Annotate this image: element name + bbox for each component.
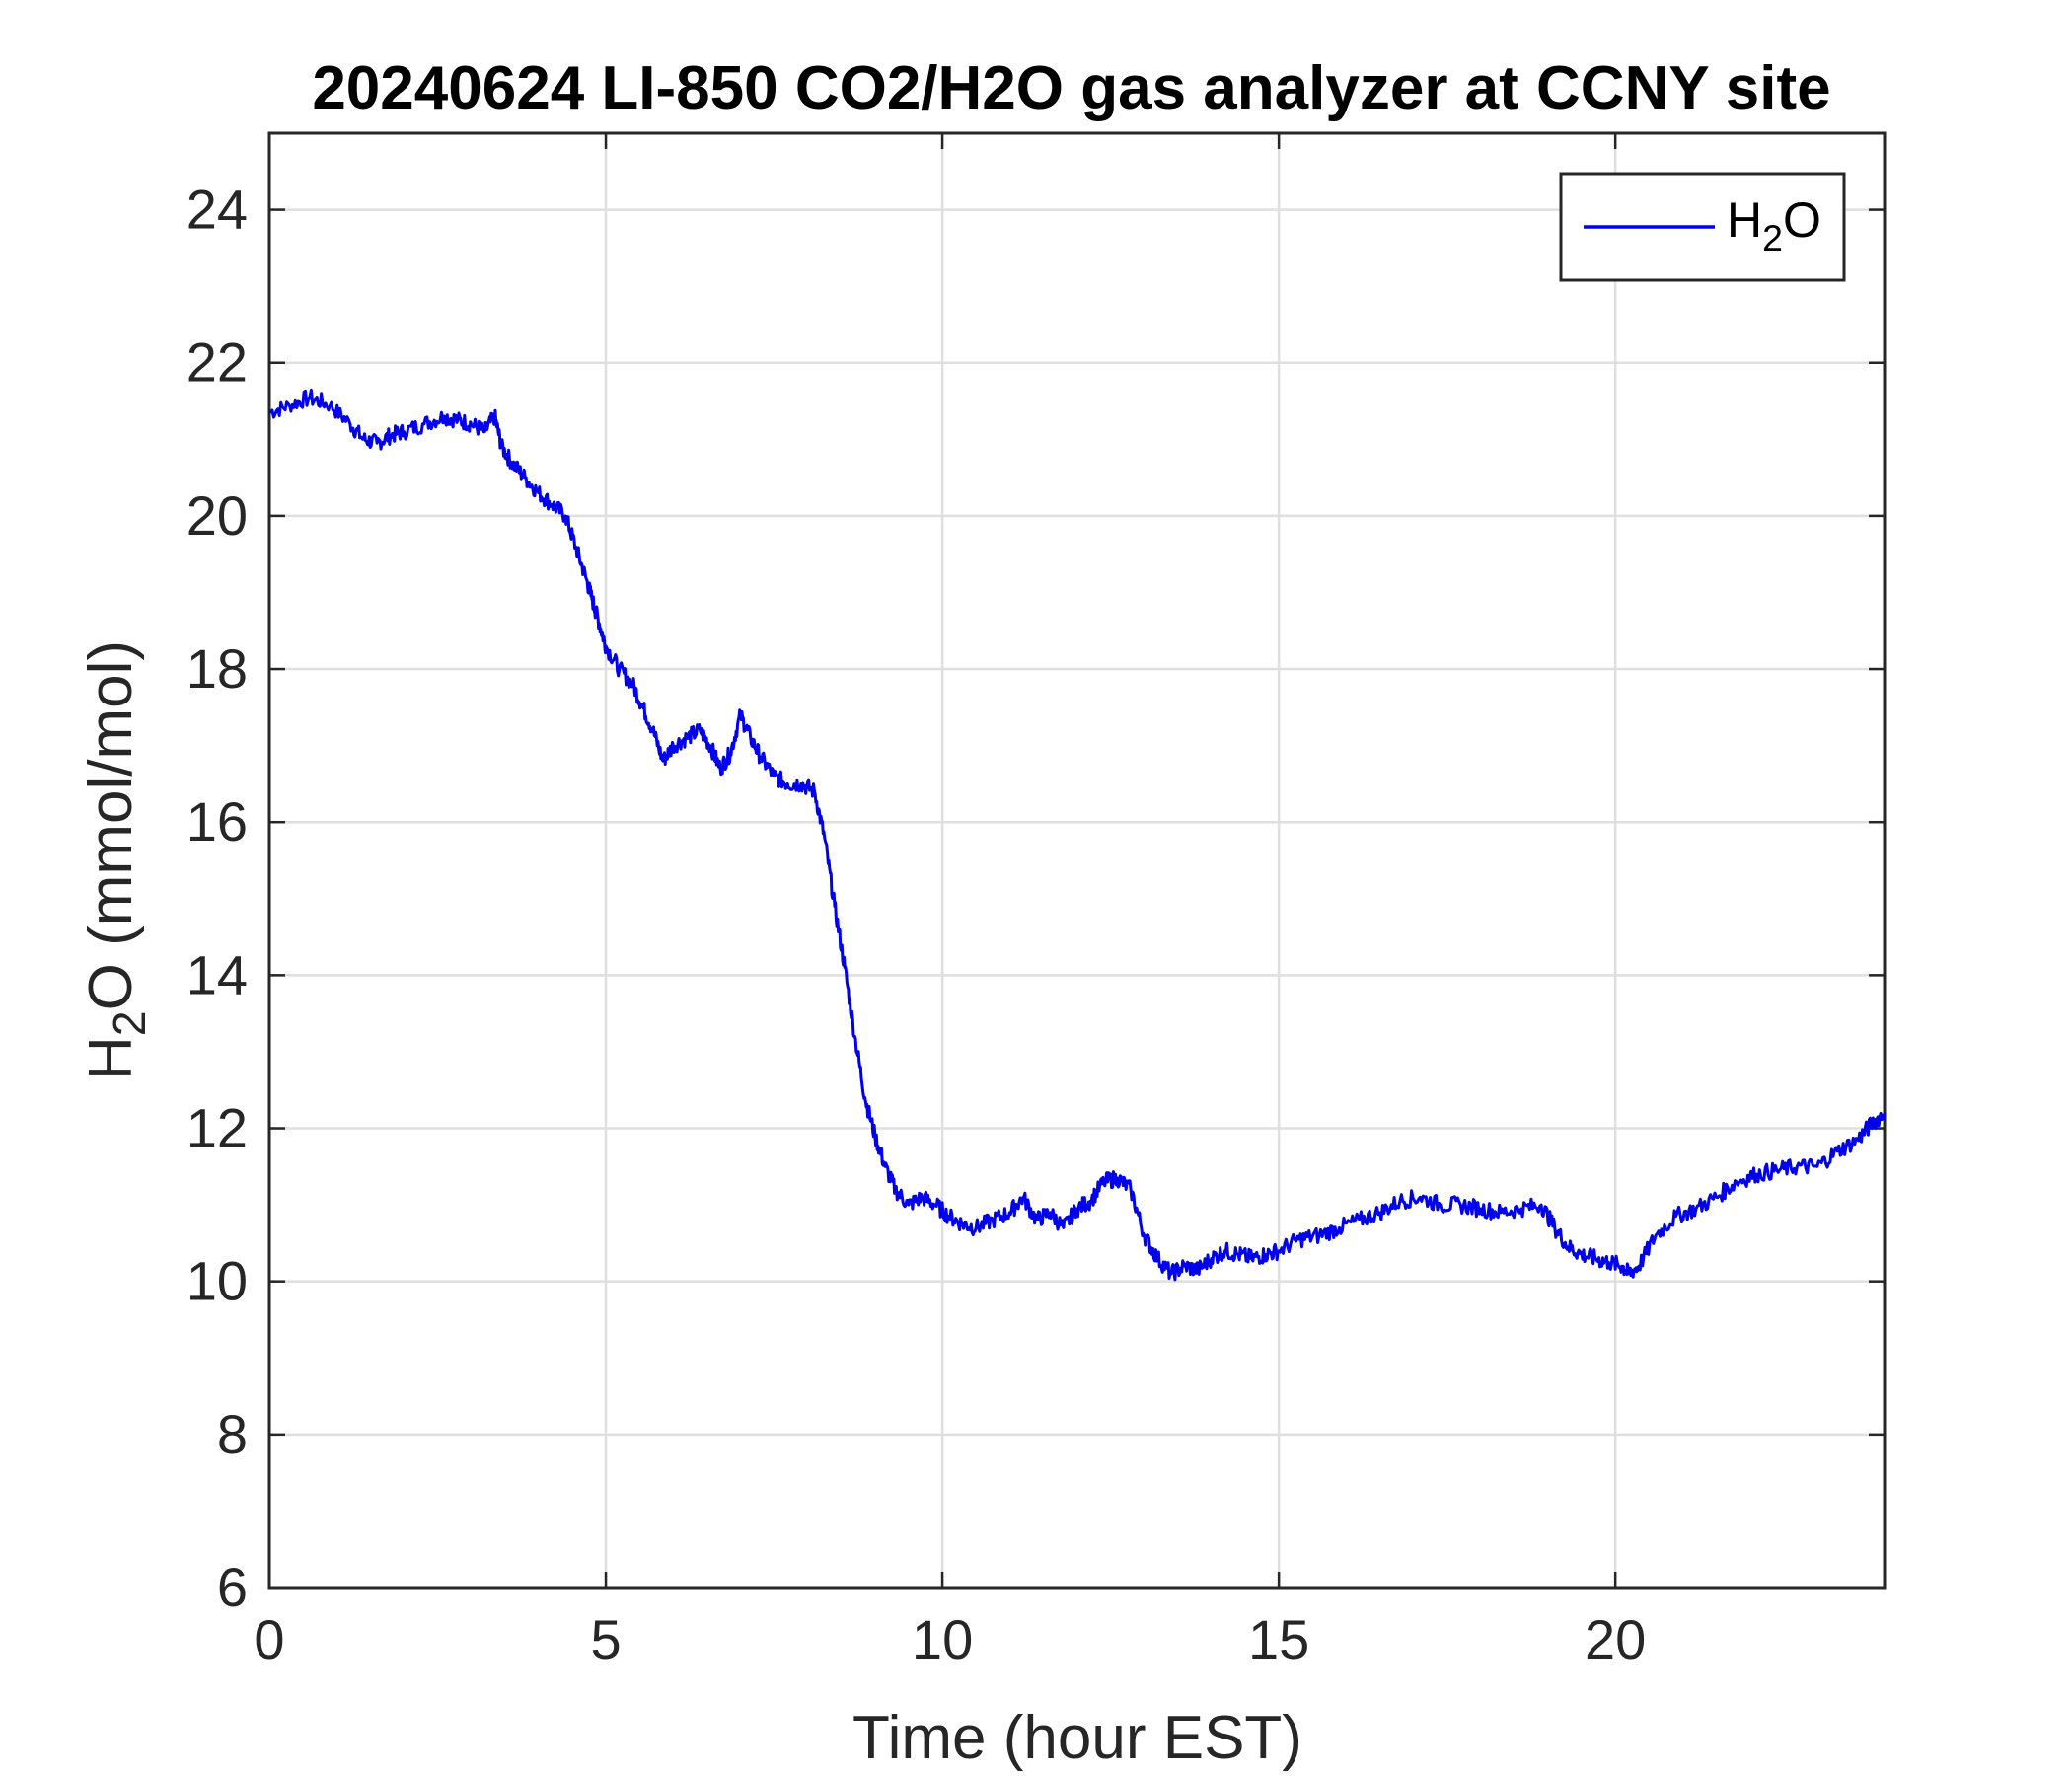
y-tick-label: 20 (186, 484, 248, 547)
grid (269, 133, 1885, 1588)
x-tick-label: 5 (590, 1608, 621, 1670)
ticks (267, 133, 1885, 1590)
x-tick-labels: 0 5 10 15 20 (254, 1608, 1646, 1670)
x-tick-label: 20 (1585, 1608, 1646, 1670)
x-tick-label: 0 (254, 1608, 284, 1670)
x-axis-label: Time (hour EST) (852, 1704, 1302, 1772)
y-tick-label: 16 (186, 790, 248, 852)
series-layer (268, 388, 1887, 1282)
y-tick-labels: 6 8 10 12 14 16 18 20 22 24 (186, 179, 248, 1618)
legend-entry-h2o: H2O (1727, 192, 1821, 259)
plot-area (267, 131, 1887, 1590)
x-tick-label: 10 (912, 1608, 973, 1670)
y-tick-label: 24 (186, 179, 248, 241)
y-tick-label: 22 (186, 332, 248, 394)
y-tick-label: 18 (186, 637, 248, 700)
y-axis-label: H2O (mmol/mol) (77, 640, 155, 1080)
chart-title: 20240624 LI-850 CO2/H2O gas analyzer at … (312, 54, 1830, 122)
x-tick-label: 15 (1248, 1608, 1309, 1670)
y-tick-label: 12 (186, 1097, 248, 1159)
legend: H2O (1559, 172, 1846, 282)
y-tick-label: 10 (186, 1250, 248, 1312)
y-tick-label: 14 (186, 943, 248, 1005)
y-tick-label: 6 (217, 1556, 248, 1618)
y-tick-label: 8 (217, 1403, 248, 1465)
series-line-h2o (268, 388, 1887, 1282)
